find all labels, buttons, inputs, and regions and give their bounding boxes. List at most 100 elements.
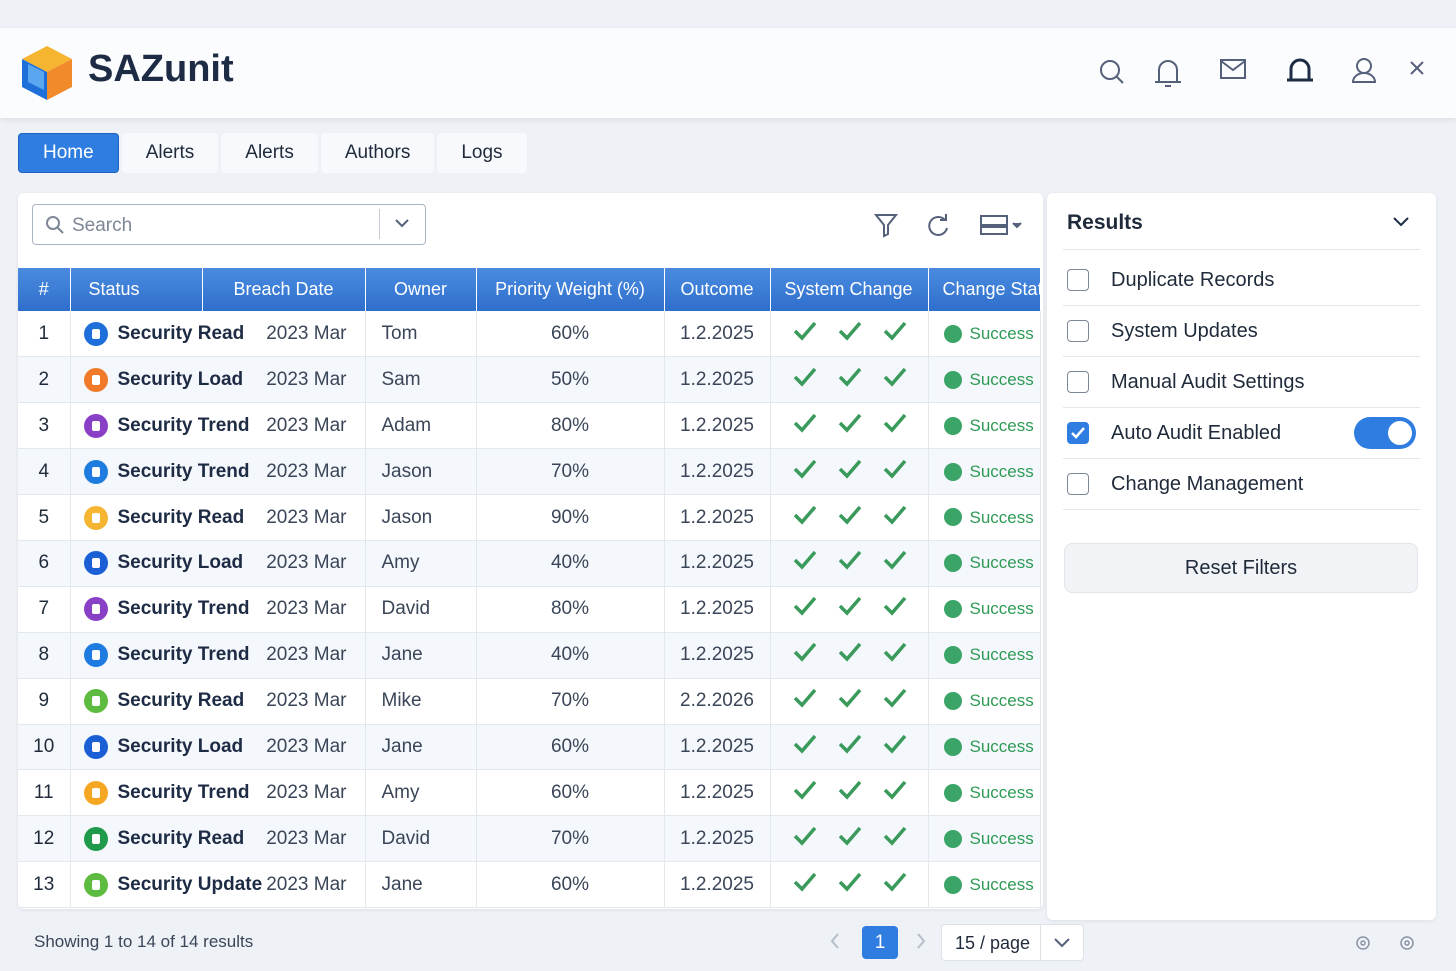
status-icon: [84, 414, 108, 438]
outcome: 1.2.2025: [664, 586, 770, 632]
change-status: Success: [928, 357, 1040, 403]
filter-item[interactable]: System Updates: [1063, 306, 1420, 357]
priority-weight: 80%: [476, 403, 664, 449]
priority-weight: 80%: [476, 586, 664, 632]
checkbox[interactable]: [1067, 422, 1089, 444]
status-dot: [944, 554, 962, 572]
tab[interactable]: Alerts: [221, 133, 318, 173]
change-status: Success: [928, 311, 1040, 357]
status-dot: [944, 876, 962, 894]
checkbox[interactable]: [1067, 473, 1089, 495]
layout-icon[interactable]: [981, 216, 1021, 234]
page-button[interactable]: 1: [862, 926, 898, 959]
tabs: HomeAlertsAlertsAuthorsLogs: [18, 133, 527, 173]
priority-weight: 60%: [476, 770, 664, 816]
row-number: 8: [18, 632, 70, 678]
owner: Mike: [365, 678, 476, 724]
check-icons: [793, 412, 909, 434]
change-status-text: Success: [970, 737, 1034, 756]
status-dot: [944, 463, 962, 481]
system-change: [770, 403, 928, 449]
system-change: [770, 357, 928, 403]
owner: Jane: [365, 862, 476, 908]
status-text: Security Trend: [118, 415, 250, 436]
status-icon: [84, 873, 108, 897]
table-row: 10Security Load2023 MarJane60%1.2.2025Su…: [18, 724, 1040, 770]
refresh-icon[interactable]: [929, 214, 947, 235]
prev-page[interactable]: [826, 930, 846, 952]
page-size: 15 / page: [955, 933, 1030, 953]
outcome: 2.2.2026: [664, 678, 770, 724]
column-header: #: [18, 268, 70, 311]
change-status: Success: [928, 678, 1040, 724]
status-icon: [84, 781, 108, 805]
change-status: Success: [928, 632, 1040, 678]
tab[interactable]: Logs: [437, 133, 526, 173]
checkbox[interactable]: [1067, 371, 1089, 393]
status-icon: [84, 643, 108, 667]
change-status-text: Success: [970, 691, 1034, 710]
change-status: Success: [928, 724, 1040, 770]
outcome: 1.2.2025: [664, 357, 770, 403]
checkbox[interactable]: [1067, 320, 1089, 342]
collapse-icon[interactable]: [1391, 215, 1411, 229]
bell-icon[interactable]: [1155, 61, 1181, 86]
system-change: [770, 770, 928, 816]
priority-weight: 90%: [476, 495, 664, 541]
page-size-select[interactable]: 15 / page: [941, 924, 1084, 961]
outcome: 1.2.2025: [664, 495, 770, 541]
table-row: 6Security Load2023 MarAmy40%1.2.2025Succ…: [18, 540, 1040, 586]
filter-icon[interactable]: [876, 215, 896, 236]
mail-icon[interactable]: [1221, 60, 1245, 78]
owner: Jason: [365, 449, 476, 495]
table-row: 8Security Trend2023 MarJane40%1.2.2025Su…: [18, 632, 1040, 678]
table-row: 12Security Read2023 MarDavid70%1.2.2025S…: [18, 816, 1040, 862]
reset-button[interactable]: Reset Filters: [1064, 543, 1418, 593]
tab[interactable]: Authors: [321, 133, 434, 173]
alerts-icon[interactable]: [1287, 60, 1313, 80]
priority-weight: 70%: [476, 678, 664, 724]
status-dot: [944, 600, 962, 618]
search-icon[interactable]: [1101, 61, 1123, 83]
priority-weight: 40%: [476, 540, 664, 586]
column-header: Change Status: [928, 268, 1040, 311]
search-box[interactable]: Search: [32, 204, 426, 245]
close-icon[interactable]: [1411, 62, 1423, 74]
owner: Tom: [365, 311, 476, 357]
row-number: 7: [18, 586, 70, 632]
filter-item[interactable]: Auto Audit Enabled: [1063, 408, 1420, 459]
status-text: Security Trend: [118, 598, 250, 619]
system-change: [770, 495, 928, 541]
change-status-text: Success: [970, 783, 1034, 802]
header-icons: [1095, 56, 1435, 92]
column-header: Breach Date: [202, 268, 365, 311]
tab[interactable]: Home: [18, 133, 119, 173]
status-icon: [84, 460, 108, 484]
filter-item[interactable]: Change Management: [1063, 459, 1420, 510]
filter-item[interactable]: Manual Audit Settings: [1063, 357, 1420, 408]
filter-item[interactable]: Duplicate Records: [1063, 255, 1420, 306]
column-header: Status: [70, 268, 202, 311]
next-page[interactable]: [912, 930, 932, 952]
header: SAZunit: [0, 28, 1456, 118]
filter-label: System Updates: [1111, 320, 1258, 343]
tab[interactable]: Alerts: [122, 133, 219, 173]
status-icon: [84, 689, 108, 713]
status-cell: Security Trend: [70, 449, 202, 495]
status-icon: [84, 551, 108, 575]
toggle[interactable]: [1354, 417, 1416, 449]
change-status: Success: [928, 862, 1040, 908]
priority-weight: 60%: [476, 311, 664, 357]
row-number: 3: [18, 403, 70, 449]
status-text: Security Read: [118, 690, 245, 711]
table-row: 5Security Read2023 MarJason90%1.2.2025Su…: [18, 495, 1040, 541]
row-number: 13: [18, 862, 70, 908]
status-dot: [944, 646, 962, 664]
status-cell: Security Trend: [70, 632, 202, 678]
table-row: 1Security Read2023 MarTom60%1.2.2025Succ…: [18, 311, 1040, 357]
change-status: Success: [928, 449, 1040, 495]
change-status-text: Success: [970, 324, 1034, 343]
outcome: 1.2.2025: [664, 816, 770, 862]
checkbox[interactable]: [1067, 269, 1089, 291]
user-icon[interactable]: [1353, 59, 1375, 82]
